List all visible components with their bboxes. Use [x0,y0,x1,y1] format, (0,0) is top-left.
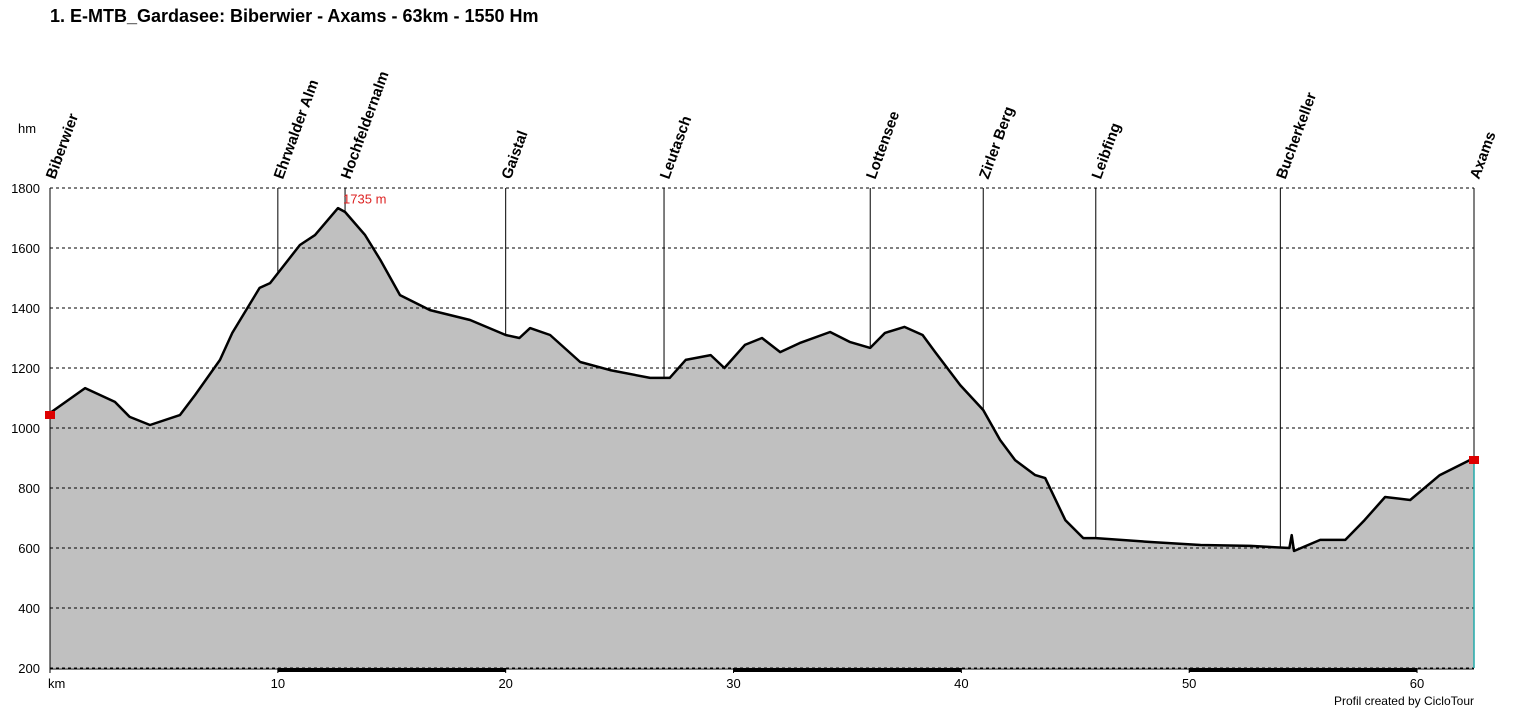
x-scale-bar [733,668,962,672]
waypoint-label: Leibfing [1089,121,1125,182]
y-tick-label: 1800 [11,181,40,196]
x-tick-label: 10 [271,676,285,691]
y-tick-label: 1200 [11,361,40,376]
waypoint-label: Leutasch [657,114,696,182]
y-axis-label: hm [18,121,36,136]
y-tick-label: 400 [18,601,40,616]
waypoint-label: Lottensee [863,109,903,181]
footer: Profil created by CicloTour [1334,694,1474,708]
y-tick-label: 1400 [11,301,40,316]
x-tick-label: 50 [1182,676,1196,691]
waypoint-label: Ehrwalder Alm [271,77,323,181]
profile-line [49,206,1475,553]
waypoint-label: Axams [1467,129,1500,181]
y-tick-label: 1000 [11,421,40,436]
profile-area [50,208,1474,668]
x-tick-label: 60 [1410,676,1424,691]
x-tick-label: km [48,676,65,691]
waypoint-label: Zirler Berg [976,104,1018,181]
y-tick-label: 800 [18,481,40,496]
waypoint-label: Bucherkeller [1273,90,1320,181]
x-tick-label: 30 [726,676,740,691]
waypoint-icon [45,411,55,419]
x-scale-bar [1189,668,1418,672]
waypoint-label: Gaistal [498,129,531,182]
x-tick-label: 20 [498,676,512,691]
chart-title: 1. E-MTB_Gardasee: Biberwier - Axams - 6… [50,6,539,26]
y-tick-label: 200 [18,661,40,676]
x-scale-bar [277,668,506,672]
waypoint-label: Biberwier [43,111,82,181]
x-tick-label: 40 [954,676,968,691]
waypoint-label: Hochfeldernalm [338,69,393,181]
waypoint-icon [1469,456,1479,464]
y-tick-label: 600 [18,541,40,556]
y-tick-label: 1600 [11,241,40,256]
peak-annotation: 1735 m [343,192,386,207]
